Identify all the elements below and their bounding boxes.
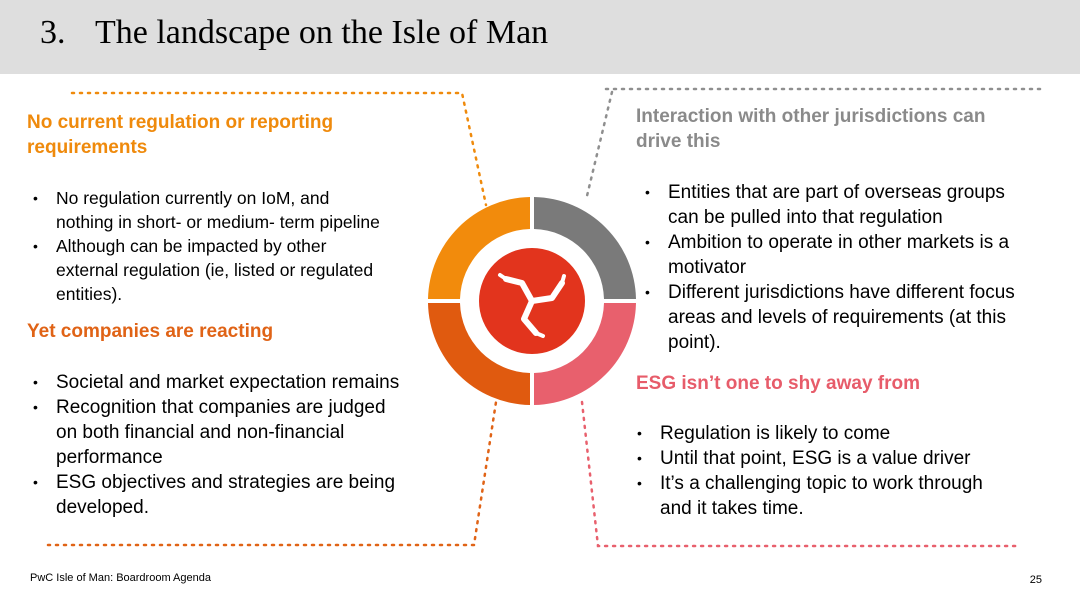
top-right-bullets: Entities that are part of overseas group… xyxy=(638,180,1068,355)
bullet-line: Regulation is likely to come xyxy=(660,423,891,444)
list-item: It’s a challenging topic to work through… xyxy=(630,471,1060,521)
title-bar: 3. The landscape on the Isle of Man xyxy=(0,0,1080,74)
footer-source: PwC Isle of Man: Boardroom Agenda xyxy=(30,572,211,584)
bottom-right-bullets: Regulation is likely to come Until that … xyxy=(630,421,1060,521)
bottom-left-heading: Yet companies are reacting xyxy=(27,321,274,342)
bullet-line: performance xyxy=(56,447,163,468)
page-number: 25 xyxy=(1029,574,1042,586)
top-right-connector-drop xyxy=(584,90,614,202)
section-number: 3. xyxy=(40,14,66,51)
bullet-line: motivator xyxy=(668,257,747,278)
bullet-line: and it takes time. xyxy=(660,498,804,519)
list-item: Recognition that companies are judged on… xyxy=(26,395,456,470)
bottom-right-connector xyxy=(580,400,1020,548)
bullet-line: nothing in short- or medium- term pipeli… xyxy=(56,212,380,232)
bottom-right-heading: ESG isn’t one to shy away from xyxy=(636,373,921,394)
bullet-line: Ambition to operate in other markets is … xyxy=(668,232,1010,253)
list-item: Societal and market expectation remains xyxy=(26,370,456,395)
donut-segment-top-left xyxy=(428,197,530,299)
donut-segment-top-right xyxy=(534,197,636,299)
list-item: Until that point, ESG is a value driver xyxy=(630,446,1060,471)
bullet-line: on both financial and non-financial xyxy=(56,422,345,443)
list-item: Entities that are part of overseas group… xyxy=(638,180,1068,230)
bullet-line: Although can be impacted by other xyxy=(56,236,327,256)
top-right-heading-line: drive this xyxy=(636,131,721,152)
list-item: Although can be impacted by other extern… xyxy=(26,234,446,306)
bullet-line: Societal and market expectation remains xyxy=(56,372,400,393)
bullet-line: Different jurisdictions have different f… xyxy=(668,282,1015,303)
donut-segment-bottom-right xyxy=(534,303,636,405)
bullet-line: Entities that are part of overseas group… xyxy=(668,182,1005,203)
list-item: ESG objectives and strategies are being … xyxy=(26,470,456,520)
bullet-line: It’s a challenging topic to work through xyxy=(660,473,983,494)
list-item: Ambition to operate in other markets is … xyxy=(638,230,1068,280)
triskelion-icon xyxy=(498,273,566,338)
bottom-left-connector xyxy=(46,400,498,547)
bullet-line: Until that point, ESG is a value driver xyxy=(660,448,971,469)
bullet-line: areas and levels of requirements (at thi… xyxy=(668,307,1006,328)
bullet-line: Recognition that companies are judged xyxy=(56,397,386,418)
top-left-connector xyxy=(70,91,488,207)
top-left-heading: No current regulation or reporting requi… xyxy=(27,110,333,160)
top-left-bullets: No regulation currently on IoM, and noth… xyxy=(26,186,446,306)
bullet-line: No regulation currently on IoM, and xyxy=(56,188,330,208)
list-item: Regulation is likely to come xyxy=(630,421,1060,446)
donut-segment-bottom-left xyxy=(428,303,530,405)
bullet-line: point). xyxy=(668,332,721,353)
top-right-heading: Interaction with other jurisdictions can… xyxy=(636,104,985,154)
bullet-line: can be pulled into that regulation xyxy=(668,207,943,228)
list-item: No regulation currently on IoM, and noth… xyxy=(26,186,446,234)
list-item: Different jurisdictions have different f… xyxy=(638,280,1068,355)
bullet-line: external regulation (ie, listed or regul… xyxy=(56,260,374,280)
bullet-line: entities). xyxy=(56,284,123,304)
top-left-heading-line: requirements xyxy=(27,137,148,158)
bottom-left-bullets: Societal and market expectation remains … xyxy=(26,370,456,520)
page-title: The landscape on the Isle of Man xyxy=(95,14,549,51)
bullet-line: developed. xyxy=(56,497,149,518)
top-right-heading-line: Interaction with other jurisdictions can xyxy=(636,106,986,127)
center-donut xyxy=(428,197,636,405)
bullet-line: ESG objectives and strategies are being xyxy=(56,472,396,493)
top-left-heading-line: No current regulation or reporting xyxy=(27,112,334,133)
